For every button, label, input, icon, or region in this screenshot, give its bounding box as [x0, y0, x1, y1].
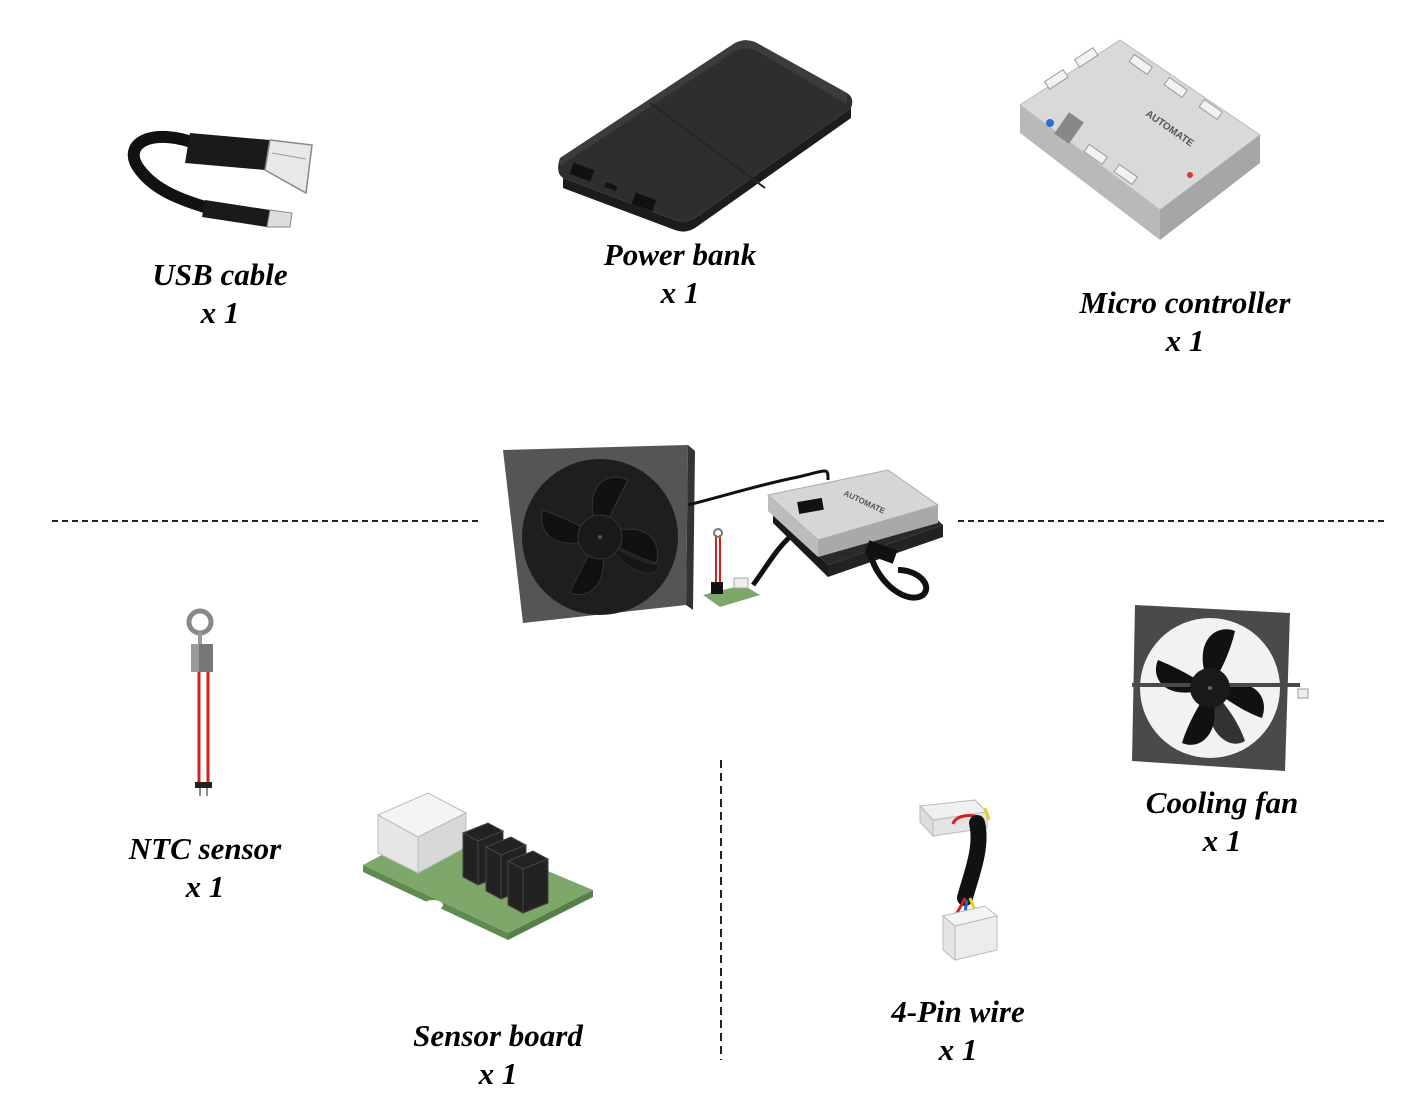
- micro-controller-qty: x 1: [1165, 323, 1205, 358]
- assembled-kit-icon: AUTOMATE: [503, 445, 943, 623]
- micro-controller-label: Micro controller x 1: [1060, 284, 1310, 360]
- sensor-board-qty: x 1: [478, 1056, 518, 1091]
- cooling-fan-qty: x 1: [1202, 823, 1242, 858]
- cooling-fan-name: Cooling fan: [1145, 785, 1299, 820]
- power-bank-name: Power bank: [603, 237, 757, 272]
- four-pin-wire-label: 4-Pin wire x 1: [858, 993, 1058, 1069]
- power-bank-qty: x 1: [660, 275, 700, 310]
- sensor-board-name: Sensor board: [413, 1018, 583, 1053]
- cooling-fan-icon: [1132, 605, 1309, 771]
- sensor-board-icon: [363, 792, 593, 940]
- four-pin-wire-name: 4-Pin wire: [891, 994, 1025, 1029]
- usb-cable-name: USB cable: [152, 257, 288, 292]
- cooling-fan-label: Cooling fan x 1: [1122, 784, 1322, 860]
- ntc-sensor-label: NTC sensor x 1: [105, 830, 305, 906]
- ntc-sensor-icon: [186, 608, 214, 796]
- power-bank-icon: [558, 40, 853, 232]
- power-bank-label: Power bank x 1: [580, 236, 780, 312]
- ntc-sensor-qty: x 1: [185, 869, 225, 904]
- four-pin-wire-qty: x 1: [938, 1032, 978, 1067]
- usb-cable-qty: x 1: [200, 295, 240, 330]
- ntc-sensor-name: NTC sensor: [128, 831, 282, 866]
- four-pin-wire-icon: [918, 799, 999, 962]
- usb-cable-label: USB cable x 1: [120, 256, 320, 332]
- usb-cable-icon: [127, 130, 313, 228]
- micro-controller-name: Micro controller: [1079, 285, 1291, 320]
- sensor-board-label: Sensor board x 1: [398, 1017, 598, 1093]
- micro-controller-icon: AUTOMATE: [1019, 39, 1261, 240]
